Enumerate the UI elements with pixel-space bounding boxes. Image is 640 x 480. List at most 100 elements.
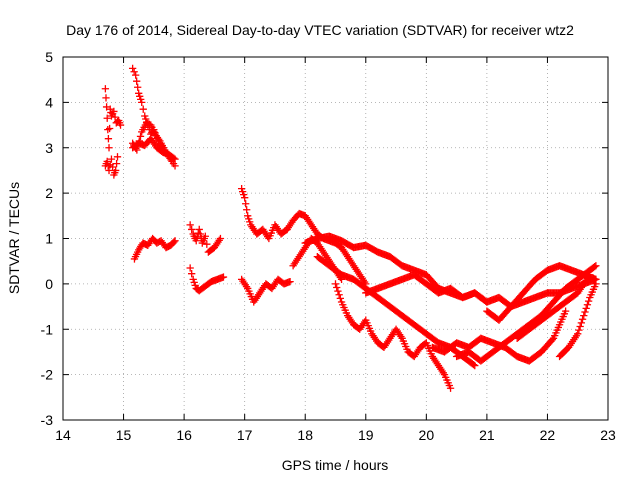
data-point	[399, 337, 407, 345]
data-point	[440, 370, 449, 379]
data-point	[561, 307, 570, 315]
data-point	[554, 323, 562, 332]
data-point	[138, 98, 146, 107]
data-point	[591, 262, 599, 271]
data-point	[170, 154, 178, 162]
series-s20	[555, 280, 600, 361]
x-tick-label: 17	[237, 427, 253, 443]
data-point	[142, 115, 150, 123]
data-point	[398, 334, 406, 342]
data-point	[560, 310, 569, 318]
series-s14	[313, 253, 479, 370]
data-point	[171, 237, 179, 245]
data-point	[551, 331, 559, 340]
data-point	[201, 232, 209, 240]
data-point	[444, 379, 452, 387]
x-tick-label: 16	[176, 427, 192, 443]
data-point	[186, 264, 194, 272]
series-s7	[186, 221, 225, 256]
data-point	[582, 304, 590, 313]
data-point	[132, 71, 140, 79]
data-point	[552, 329, 560, 337]
data-point	[190, 278, 198, 287]
data-point	[558, 315, 566, 323]
data-point	[553, 326, 561, 334]
data-point	[103, 157, 111, 166]
data-point	[586, 271, 594, 279]
data-point	[133, 77, 141, 85]
data-point	[104, 135, 113, 143]
series-s2	[101, 153, 122, 179]
series-s21	[513, 271, 594, 342]
data-point	[587, 291, 595, 299]
data-point	[580, 311, 588, 320]
data-point	[136, 92, 144, 100]
data-point	[243, 206, 251, 214]
marks-layer	[101, 64, 600, 392]
data-point	[559, 312, 567, 321]
data-point	[342, 309, 351, 317]
data-point	[581, 308, 589, 316]
data-point	[111, 113, 119, 121]
y-tick-label: -2	[41, 367, 54, 383]
data-point	[196, 230, 204, 238]
series-s11	[283, 209, 370, 288]
chart-title: Day 176 of 2014, Sidereal Day-to-day VTE…	[66, 22, 574, 38]
data-point	[112, 166, 120, 175]
data-point	[110, 107, 118, 116]
data-point	[591, 282, 599, 291]
y-tick-label: 0	[45, 276, 53, 292]
data-point	[192, 237, 200, 245]
series-s10	[237, 275, 294, 306]
data-point	[334, 287, 342, 295]
data-point	[364, 321, 372, 330]
data-point	[339, 301, 347, 309]
x-tick-label: 23	[600, 427, 616, 443]
data-point	[577, 319, 586, 327]
data-point	[588, 288, 596, 296]
data-point	[246, 218, 254, 226]
series-s9	[237, 184, 291, 243]
x-tick-label: 19	[358, 427, 374, 443]
data-point	[341, 306, 349, 314]
data-point	[109, 163, 117, 171]
data-point	[195, 225, 203, 234]
data-point	[400, 340, 409, 348]
data-point	[578, 315, 587, 323]
data-point	[107, 155, 116, 163]
data-point	[216, 234, 225, 243]
data-point	[365, 324, 374, 332]
series-s16	[362, 271, 600, 311]
data-point	[471, 361, 479, 370]
data-point	[116, 121, 125, 129]
data-point	[362, 316, 370, 324]
data-point	[333, 283, 341, 292]
y-tick-label: 1	[45, 231, 53, 247]
data-point	[268, 226, 277, 234]
data-point	[188, 225, 196, 234]
data-point	[331, 280, 340, 288]
x-tick-label: 14	[55, 427, 71, 443]
data-point	[137, 95, 145, 103]
data-point	[366, 327, 375, 335]
data-point	[105, 124, 114, 133]
data-point	[576, 322, 584, 331]
data-point	[188, 270, 196, 278]
plot-frame	[62, 56, 609, 421]
data-point	[245, 287, 253, 295]
data-point	[240, 190, 248, 199]
data-point	[191, 281, 199, 290]
data-point	[423, 341, 432, 350]
data-point	[101, 85, 110, 93]
y-tick-label: -3	[41, 412, 54, 428]
data-point	[574, 330, 582, 338]
data-point	[244, 284, 252, 293]
series-s1	[101, 85, 125, 152]
data-point	[242, 200, 250, 208]
x-tick-label: 18	[297, 427, 313, 443]
series-s6	[130, 234, 179, 263]
data-point	[193, 233, 201, 241]
data-point	[402, 342, 410, 351]
